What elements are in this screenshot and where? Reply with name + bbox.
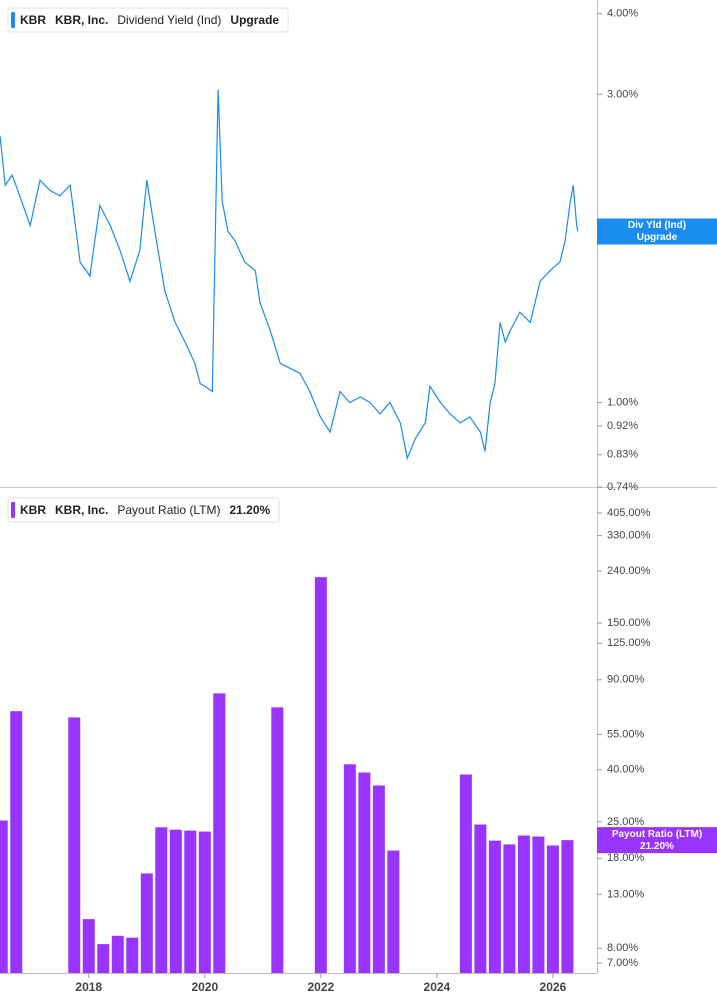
bar xyxy=(198,831,211,973)
legend-text: Upgrade xyxy=(230,13,279,27)
legend-text: KBR, Inc. xyxy=(55,13,108,27)
legend: KBR KBR, Inc. Payout Ratio (LTM) 21.20% xyxy=(7,497,280,523)
bar xyxy=(111,935,124,973)
bar xyxy=(459,774,472,973)
bar xyxy=(82,919,95,973)
bar xyxy=(358,772,371,973)
bar xyxy=(0,820,8,973)
value-badge xyxy=(597,218,717,245)
y-tick-label: 0.83% xyxy=(607,449,638,461)
x-tick-label: 2026 xyxy=(540,980,567,994)
y-tick-label: 8.00% xyxy=(607,942,638,954)
y-tick-label: 0.92% xyxy=(607,420,638,432)
y-tick-label: 40.00% xyxy=(607,764,645,776)
bar xyxy=(372,785,385,973)
legend-text: Payout Ratio (LTM) xyxy=(117,503,220,517)
bar xyxy=(169,829,182,973)
legend-text: KBR xyxy=(20,13,46,27)
y-tick-label: 90.00% xyxy=(607,674,645,686)
legend-swatch xyxy=(11,12,15,28)
x-tick-label: 2022 xyxy=(307,980,334,994)
bar xyxy=(140,873,153,973)
y-tick-label: 405.00% xyxy=(607,507,651,519)
bar xyxy=(503,844,516,973)
y-tick-label: 3.00% xyxy=(607,88,638,100)
legend-text: 21.20% xyxy=(230,503,271,517)
y-tick-label: 55.00% xyxy=(607,728,645,740)
bar xyxy=(561,840,574,973)
legend-text: KBR xyxy=(20,503,46,517)
y-tick-label: 1.00% xyxy=(607,396,638,408)
x-tick-label: 2020 xyxy=(191,980,218,994)
bar xyxy=(213,693,226,973)
y-tick-label: 18.00% xyxy=(607,852,645,864)
bar xyxy=(126,937,139,973)
legend-box xyxy=(7,497,280,523)
bar xyxy=(532,836,545,973)
bar xyxy=(155,827,168,973)
bar xyxy=(314,577,327,973)
line xyxy=(0,89,579,461)
badge-label: Payout Ratio (LTM) xyxy=(612,829,702,840)
bar xyxy=(488,840,501,973)
legend-box xyxy=(7,7,289,33)
y-tick-label: 330.00% xyxy=(607,530,651,542)
badge-status: Upgrade xyxy=(637,232,678,243)
y-tick-label: 150.00% xyxy=(607,617,651,629)
x-tick-label: 2024 xyxy=(424,980,451,994)
legend: KBR KBR, Inc. Dividend Yield (Ind) Upgrade xyxy=(7,7,289,33)
y-tick-label: 4.00% xyxy=(607,8,638,20)
y-tick-label: 13.00% xyxy=(607,888,645,900)
y-tick-label: 125.00% xyxy=(607,637,651,649)
badge-value: 21.20% xyxy=(640,841,674,852)
bar xyxy=(10,711,23,973)
value-badge xyxy=(597,827,717,854)
bar xyxy=(517,835,530,973)
badge-label: Div Yld (Ind) xyxy=(628,220,686,231)
y-tick-label: 25.00% xyxy=(607,816,645,828)
y-tick-label: 240.00% xyxy=(607,565,651,577)
legend-text: KBR, Inc. xyxy=(55,503,108,517)
legend-swatch xyxy=(11,502,15,518)
bar xyxy=(474,824,487,973)
y-tick-label: 0.74% xyxy=(607,481,638,493)
bar xyxy=(68,717,81,973)
bar xyxy=(271,707,284,973)
legend-text: Dividend Yield (Ind) xyxy=(117,13,221,27)
bar xyxy=(184,830,197,973)
bar xyxy=(546,845,559,973)
bar xyxy=(343,764,356,973)
bar xyxy=(387,850,400,973)
y-tick-label: 7.00% xyxy=(607,957,638,969)
x-tick-label: 2018 xyxy=(75,980,102,994)
bar xyxy=(97,944,110,973)
